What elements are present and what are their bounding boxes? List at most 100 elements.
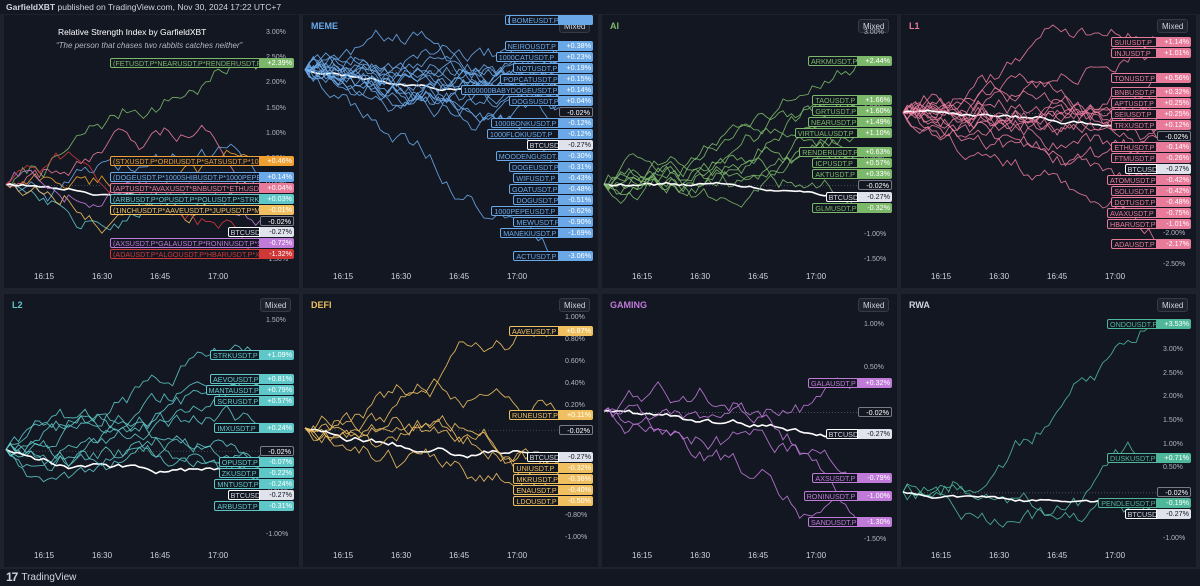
series-tag-atomusdt-p[interactable]: ATOMUSDT.P -0.42% [1107, 175, 1191, 186]
mixed-mode-button[interactable]: Mixed [559, 298, 591, 312]
series-tag-btcusd[interactable]: BTCUSD -0.27% [1124, 164, 1191, 175]
series-tag-galausdt-p[interactable]: GALAUSDT.P +0.32% [808, 377, 892, 388]
series-tag-popcatusdt-p[interactable]: POPCATUSDT.P +0.15% [500, 73, 593, 84]
series-tag-runeusdt-p[interactable]: RUNEUSDT.P +0.11% [509, 410, 593, 421]
series-tag-nearusdt-p[interactable]: NEARUSDT.P +1.49% [808, 117, 892, 128]
series-tag-arkmusdt-p[interactable]: ARKMUSDT.P +2.44% [808, 55, 892, 66]
series-tag-moodengusdt-p[interactable]: MOODENGUSDT.P -0.30% [495, 150, 593, 161]
series-tag-dogeusdt-p[interactable]: DOGEUSDT.P -0.31% [509, 161, 593, 172]
series-tag-zero-line[interactable]: -0.02% [1157, 131, 1191, 142]
series-tag-injusdt-p[interactable]: INJUSDT.P +1.01% [1111, 48, 1191, 59]
chart-panel-l2[interactable]: L2Mixed1.50%-0.50%-1.00%16:1516:3016:451… [4, 294, 299, 567]
chart-panel-rwa[interactable]: RWA Mixed 3.00% 2.50% 2.00% 1.50% 1.00% 0.50% -0… [901, 294, 1196, 567]
series-tag-ftmusdt-p[interactable]: FTMUSDT.P -0.26% [1111, 153, 1191, 164]
series-tag-btcusd[interactable]: BTCUSD -0.27% [825, 192, 892, 203]
series-tag-imxusdt-p[interactable]: IMXUSDT.P +0.24% [214, 423, 294, 434]
series-tag-virtualusdt-p[interactable]: VIRTUALUSDT.P +1.10% [794, 128, 892, 139]
series-tag-aevousdt-p[interactable]: AEVOUSDT.P +0.81% [210, 374, 294, 385]
mixed-mode-button[interactable]: Mixed [858, 298, 890, 312]
mixed-mode-button[interactable]: Mixed [858, 19, 890, 33]
series-tag-aptusdt-avaxusdt-bnbusdt-ethusdt-sol[interactable]: (APTUSDT*AVAXUSDT*BNBUSDT*ETHUSDT*SOL+0.… [110, 182, 294, 193]
chart-panel-gaming[interactable]: GAMING Mixed 1.00% 0.50% -1.50% 16:15 16:30 16:… [602, 294, 897, 567]
tradingview-logo-icon[interactable]: 17 [6, 570, 18, 584]
series-tag-aktusdt-p[interactable]: AKTUSDT.P +0.33% [812, 169, 892, 180]
mixed-mode-button[interactable]: Mixed [260, 298, 292, 312]
series-tag-adausdt-p-algousdt-p-hbarusdt-p-xrpu[interactable]: (ADAUSDT.P*ALGOUSDT.P*HBARUSDT.P*XRPU -1.… [110, 248, 294, 259]
series-tag-icpusdt-p[interactable]: ICPUSDT.P +0.57% [812, 158, 892, 169]
series-tag-adausdt-p[interactable]: ADAUSDT.P -2.17% [1111, 239, 1191, 250]
chart-panel-ai[interactable]: AIMixed3.00%1.50%1.00%0.50%0.00%-1.00%-1… [602, 15, 897, 288]
chart-panel-meme[interactable]: MEMEMixed16:1516:3016:4517:00BRETTUSDT.P… [303, 15, 598, 288]
series-tag-btcusd[interactable]: BTCUSD -0.27% [526, 139, 593, 150]
series-tag-mantausdt-p[interactable]: MANTAUSDT.P +0.79% [205, 385, 294, 396]
series-tag-solusdt-p[interactable]: SOLUSDT.P -0.42% [1111, 186, 1191, 197]
series-tag-stxusdt-p-ordiusdt-p-satsusdt-p-1000[interactable]: (STXUSDT.P*ORDIUSDT.P*SATSUSDT.P*1000 +0.… [110, 155, 294, 166]
chart-panel-defi[interactable]: DEFI Mixed 1.00% 0.80% 0.60% 0.40% 0.20% -0.80%… [303, 294, 598, 567]
series-tag-mkrusdt-p[interactable]: MKRUSDT.P -0.36% [513, 474, 593, 485]
series-tag-taousdt-p[interactable]: TAOUSDT.P +1.66% [812, 95, 892, 106]
series-tag-aaveusdt-p[interactable]: AAVEUSDT.P +0.87% [509, 326, 593, 337]
series-tag-roninusdt-p[interactable]: RONINUSDT.P -1.00% [803, 491, 892, 502]
series-tag-strkusdt-p[interactable]: STRKUSDT.P +1.09% [210, 350, 294, 361]
chart-panel-overview[interactable]: Relative Strength Index by GarfieldXBT “T… [4, 15, 299, 288]
series-tag-tonusdt-p[interactable]: TONUSDT.P +0.56% [1111, 72, 1191, 83]
series-tag-ondousdt-p[interactable]: ONDOUSDT.P +3.53% [1107, 319, 1191, 330]
series-tag-ldousdt-p[interactable]: LDOUSDT.P -0.50% [513, 496, 593, 507]
series-tag-zero-line[interactable]: -0.02% [858, 180, 892, 191]
series-tag-avaxusdt-p[interactable]: AVAXUSDT.P -0.75% [1107, 208, 1191, 219]
series-tag-manekiusdt-p[interactable]: MANEKIUSDT.P -1.69% [500, 227, 593, 238]
series-tag-btcusd[interactable]: BTCUSD -0.27% [825, 428, 892, 439]
series-tag-glmusdt-p[interactable]: GLMUSDT.P -0.32% [812, 203, 892, 214]
series-tag-axsusdt-p-galausdt-p-roninusdt-p-san[interactable]: (AXSUSDT.P*GALAUSDT.P*RONINUSDT.P*SAN -0.… [110, 237, 294, 248]
series-tag-axsusdt-p[interactable]: AXSUSDT.P -0.79% [812, 473, 892, 484]
series-tag-zkusdt-p[interactable]: ZKUSDT.P -0.22% [218, 467, 294, 478]
series-tag-mewusdt-p[interactable]: MEWUSDT.P -0.90% [513, 216, 593, 227]
series-tag-enausdt-p[interactable]: ENAUSDT.P -0.40% [513, 485, 593, 496]
series-tag-1000pepeusdt-p[interactable]: 1000PEPEUSDT.P -0.62% [491, 205, 593, 216]
series-tag-hbarusdt-p[interactable]: HBARUSDT.P -1.01% [1107, 219, 1191, 230]
series-tag-actusdt-p[interactable]: ACTUSDT.P -3.06% [513, 250, 593, 261]
series-tag-1inchusdt-p-aaveusdt-p-jupusdt-p-mkr[interactable]: (1INCHUSDT.P*AAVEUSDT.P*JUPUSDT.P*MKR -0.… [110, 204, 294, 215]
series-tag-zero-line[interactable]: -0.02% [858, 407, 892, 418]
series-tag-btcusd[interactable]: BTCUSD -0.27% [227, 226, 294, 237]
series-tag-1000bonkusdt-p[interactable]: 1000BONKUSDT.P -0.12% [491, 117, 593, 128]
series-tag-fetusdt-p-nearusdt-p-renderusdt-p-ta[interactable]: (FETUSDT.P*NEARUSDT.P*RENDERUSDT.P*TA +2.… [110, 58, 294, 69]
series-tag-bomeusdt-p[interactable]: BOMEUSDT.P [509, 15, 593, 25]
series-tag-duskusdt-p[interactable]: DUSKUSDT.P +0.71% [1107, 452, 1191, 463]
mixed-mode-button[interactable]: Mixed [1157, 19, 1189, 33]
tradingview-brand[interactable]: TradingView [21, 572, 77, 583]
series-tag-seiusdt-p[interactable]: SEIUSDT.P +0.25% [1111, 109, 1191, 120]
series-tag-notusdt-p[interactable]: NOTUSDT.P +0.19% [513, 62, 593, 73]
series-tag-dotusdt-p[interactable]: DOTUSDT.P -0.48% [1111, 197, 1191, 208]
series-tag-zero-line[interactable]: -0.02% [1157, 487, 1191, 498]
series-tag-bnbusdt-p[interactable]: BNBUSDT.P +0.32% [1111, 87, 1191, 98]
series-tag-uniusdt-p[interactable]: UNIUSDT.P -0.32% [513, 463, 593, 474]
series-tag-1000flokiusdt-p[interactable]: 1000FLOKIUSDT.P -0.12% [487, 128, 593, 139]
series-tag-zero-line[interactable]: -0.02% [559, 424, 593, 435]
series-tag-arbusdt-p-opusdt-p-polusdt-p-strkusd[interactable]: (ARBUSDT.P*OPUSDT.P*POLUSDT.P*STRKUSD +0.… [110, 193, 294, 204]
series-tag-pendleusdt-p[interactable]: PENDLEUSDT.P -0.19% [1098, 498, 1191, 509]
series-tag-ethusdt-p[interactable]: ETHUSDT.P -0.14% [1111, 142, 1191, 153]
series-tag-trxusdt-p[interactable]: TRXUSDT.P +0.12% [1111, 120, 1191, 131]
series-tag-1000000babydogeusdt-p[interactable]: 1000000BABYDOGEUSDT.P +0.14% [460, 84, 593, 95]
series-tag-dogeusdt-p-1000shibusdt-p-1000pepeus[interactable]: (DOGEUSDT.P*1000SHIBUSDT.P*1000PEPEUS +0.… [110, 171, 294, 182]
series-tag-renderusdt-p[interactable]: RENDERUSDT.P +0.63% [799, 147, 892, 158]
series-tag-zero-line[interactable]: -0.02% [260, 445, 294, 456]
series-tag-dogsusdt-p[interactable]: DOGSUSDT.P +0.04% [509, 95, 593, 106]
mixed-mode-button[interactable]: Mixed [1157, 298, 1189, 312]
series-tag-btcusd[interactable]: BTCUSD -0.27% [1124, 509, 1191, 520]
series-tag-goatusdt-p[interactable]: GOATUSDT.P -0.48% [509, 183, 593, 194]
series-tag-grtusdt-p[interactable]: GRTUSDT.P +1.60% [812, 106, 892, 117]
series-tag-neirousdt-p[interactable]: NEIROUSDT.P +0.38% [504, 40, 593, 51]
series-tag-sandusdt-p[interactable]: SANDUSDT.P -1.30% [808, 517, 892, 528]
series-tag-arbusdt-p[interactable]: ARBUSDT.P -0.31% [214, 500, 294, 511]
series-tag-opusdt-p[interactable]: OPUSDT.P -0.07% [218, 456, 294, 467]
series-tag-dogusdt-p[interactable]: DOGUSDT.P -0.51% [513, 194, 593, 205]
series-tag-scrusdt-p[interactable]: SCRUSDT.P +0.57% [214, 396, 294, 407]
series-tag-suiusdt-p[interactable]: SUIUSDT.P +1.14% [1111, 37, 1191, 48]
series-tag-btcusd[interactable]: BTCUSD -0.27% [526, 452, 593, 463]
series-tag-wifusdt-p[interactable]: WIFUSDT.P -0.43% [513, 172, 593, 183]
series-tag-zero-line[interactable]: -0.02% [559, 106, 593, 117]
series-tag-mntusdt-p[interactable]: MNTUSDT.P -0.24% [214, 478, 294, 489]
series-tag-btcusd[interactable]: BTCUSD -0.27% [227, 489, 294, 500]
